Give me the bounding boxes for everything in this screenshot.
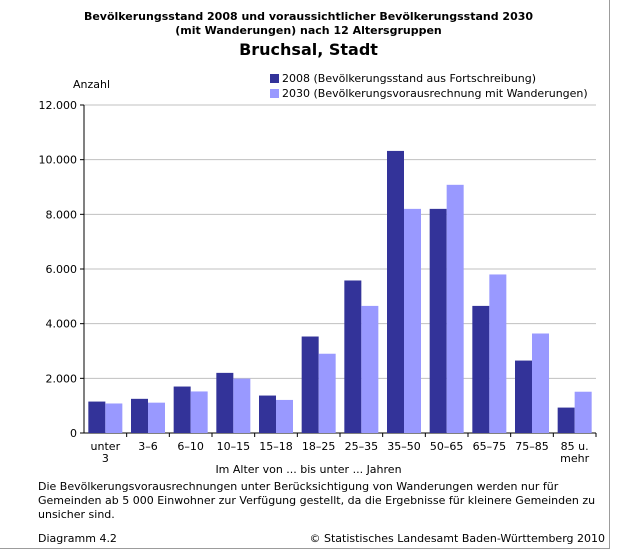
y-tick-label: 4.000 (46, 318, 78, 331)
bar-2030 (233, 378, 251, 433)
x-tick-label: 25–35 (345, 440, 379, 453)
y-tick-label: 2.000 (46, 372, 78, 385)
x-tick-label: 15–18 (259, 440, 293, 453)
bar-2008 (173, 386, 191, 433)
x-tick-label: 85 u. (561, 440, 589, 453)
chart-subtitle: Bruchsal, Stadt (239, 40, 378, 59)
y-tick-label: 0 (70, 427, 77, 440)
bar-2008 (88, 401, 106, 433)
bar-2008 (344, 280, 362, 433)
legend-label-2030: 2030 (Bevölkerungsvorausrechnung mit Wan… (282, 87, 588, 100)
bar-2008 (387, 150, 404, 434)
y-tick-label: 12.000 (39, 99, 78, 112)
legend-item-2008: 2008 (Bevölkerungsstand aus Fortschreibu… (270, 71, 588, 86)
bar-2008 (216, 372, 234, 433)
legend-swatch-2008 (270, 74, 279, 83)
bar-2030 (404, 208, 421, 433)
diagram-label: Diagramm 4.2 (38, 532, 117, 545)
bar-2008 (515, 360, 532, 433)
x-tick-label: mehr (560, 452, 589, 465)
bar-2030 (361, 305, 379, 433)
y-tick-label: 8.000 (46, 208, 78, 221)
chart-title-line2: (mit Wanderungen) nach 12 Altersgruppen (175, 24, 442, 37)
y-tick-label: 10.000 (39, 154, 78, 167)
bar-2030 (489, 274, 507, 433)
x-tick-label: 65–75 (473, 440, 507, 453)
bar-2008 (557, 407, 575, 433)
legend: 2008 (Bevölkerungsstand aus Fortschreibu… (270, 71, 588, 101)
chart-title-line1: Bevölkerungsstand 2008 und voraussichtli… (83, 10, 534, 23)
footnote: Die Bevölkerungsvorausrechnungen unter B… (38, 480, 596, 521)
x-tick-label: 75–85 (515, 440, 549, 453)
bar-2030 (105, 403, 123, 433)
legend-swatch-2030 (270, 89, 279, 98)
bar-2030 (190, 391, 208, 433)
legend-item-2030: 2030 (Bevölkerungsvorausrechnung mit Wan… (270, 86, 588, 101)
x-tick-label: 3–6 (138, 440, 158, 453)
y-axis-label: Anzahl (73, 78, 111, 91)
bar-2030 (276, 399, 293, 433)
bar-2030 (532, 333, 549, 433)
x-tick-label: 18–25 (302, 440, 336, 453)
x-tick-label: 3 (102, 452, 109, 465)
bar-2030 (446, 184, 464, 433)
chart-frame (0, 0, 610, 549)
x-axis-label: Im Alter von ... bis unter ... Jahren (215, 463, 402, 476)
y-tick-label: 6.000 (46, 263, 78, 276)
x-tick-label: unter (91, 440, 121, 453)
bar-2030 (148, 402, 165, 433)
x-tick-label: 35–50 (387, 440, 421, 453)
bar-2008 (301, 336, 319, 433)
copyright: © Statistisches Landesamt Baden-Württemb… (309, 532, 605, 545)
x-tick-label: 10–15 (217, 440, 251, 453)
bar-2030 (318, 353, 336, 433)
bar-2008 (472, 305, 490, 433)
x-tick-label: 50–65 (430, 440, 464, 453)
bar-2008 (429, 208, 447, 433)
legend-label-2008: 2008 (Bevölkerungsstand aus Fortschreibu… (282, 72, 537, 85)
bar-2008 (131, 398, 148, 433)
bar-2008 (259, 395, 276, 433)
x-tick-label: 6–10 (177, 440, 204, 453)
bar-2030 (574, 391, 592, 433)
